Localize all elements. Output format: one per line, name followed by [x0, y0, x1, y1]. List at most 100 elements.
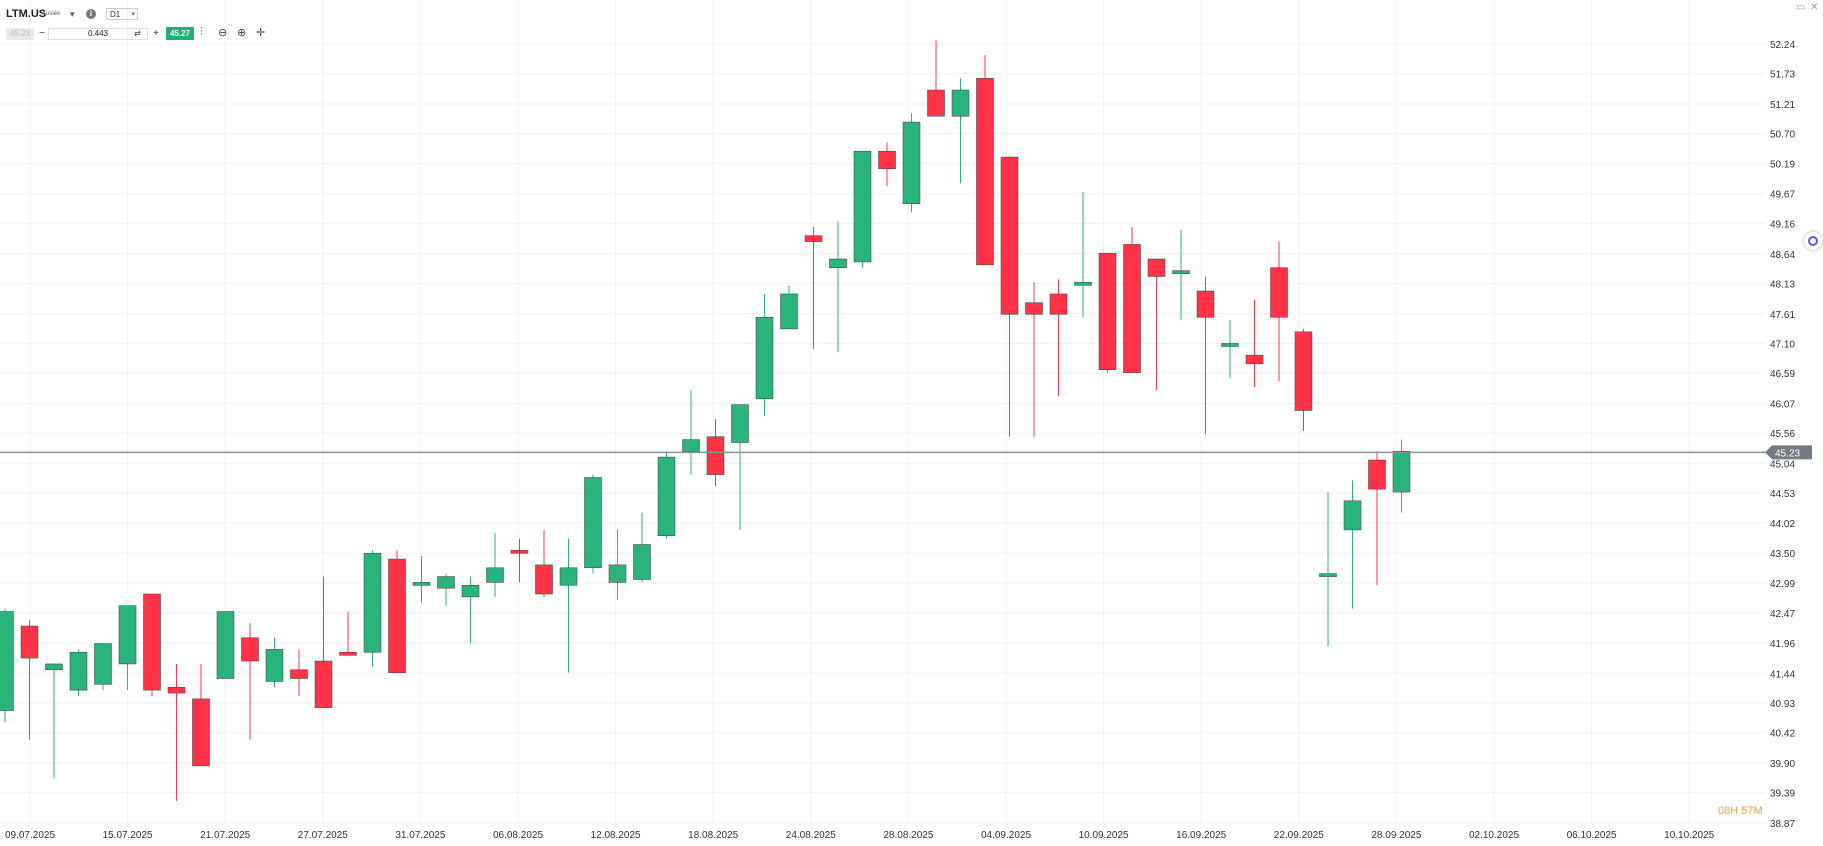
- candle: [314, 576, 333, 708]
- x-tick-label: 21.07.2025: [200, 830, 250, 841]
- side-panel-button[interactable]: [1804, 232, 1822, 250]
- y-tick-label: 50.70: [1770, 130, 1795, 141]
- candle: [1294, 328, 1313, 431]
- candle: [1098, 252, 1117, 373]
- candle-body: [69, 652, 88, 691]
- candle-body: [535, 564, 553, 595]
- candle-body: [143, 593, 161, 691]
- candles-icon[interactable]: ⫶: [200, 26, 203, 38]
- candle: [657, 451, 676, 539]
- crosshair-icon[interactable]: ✛: [256, 27, 266, 39]
- info-icon[interactable]: i: [86, 9, 96, 19]
- candle: [1270, 241, 1288, 382]
- candle-body: [461, 585, 480, 598]
- y-tick-label: 48.13: [1770, 279, 1795, 290]
- y-tick-label: 47.61: [1770, 310, 1795, 321]
- y-tick-label: 46.07: [1770, 399, 1795, 410]
- current-price-label: 45.23: [1775, 448, 1800, 459]
- candle: [265, 637, 284, 688]
- candle: [829, 221, 847, 353]
- x-tick-label: 04.09.2025: [981, 830, 1031, 841]
- candle-body: [853, 150, 872, 263]
- candle: [682, 390, 700, 475]
- y-tick-label: 52.24: [1770, 40, 1795, 51]
- candle-body: [486, 567, 504, 583]
- sell-button[interactable]: 45.23: [6, 28, 34, 40]
- candle-body: [927, 89, 945, 117]
- candle-body: [1098, 252, 1117, 370]
- candle-body: [633, 544, 651, 580]
- y-tick-label: 51.73: [1770, 70, 1795, 81]
- candle: [20, 620, 39, 740]
- current-price-marker: 45.23: [0, 445, 1812, 460]
- buy-button[interactable]: 45.27: [166, 27, 194, 40]
- candle: [559, 538, 578, 673]
- candle-body: [1000, 156, 1019, 315]
- candle: [363, 550, 382, 667]
- candle: [878, 142, 896, 187]
- timeframe-value: D1: [110, 10, 121, 19]
- close-icon[interactable]: ✕: [1810, 2, 1819, 13]
- zoom-in-icon[interactable]: ⊕: [237, 27, 247, 39]
- timeframe-select[interactable]: D1 ▾: [106, 8, 138, 20]
- candle-body: [1319, 573, 1337, 577]
- chevron-down-icon[interactable]: ▾: [70, 9, 75, 19]
- chevron-down-icon: ▾: [131, 11, 135, 18]
- candle: [780, 285, 798, 330]
- candle-timer: 08H 57M: [1718, 805, 1763, 817]
- candle-body: [584, 477, 602, 569]
- candle-body: [167, 686, 186, 694]
- candle: [437, 573, 455, 606]
- candle-body: [976, 78, 994, 266]
- x-tick-label: 06.08.2025: [493, 830, 543, 841]
- candle: [216, 611, 235, 679]
- candle: [486, 532, 504, 597]
- symbol-label[interactable]: LTM.US: [6, 8, 47, 20]
- price-axis: 52.24 51.73 51.21 50.70 50.19 49.67 49.16 48.64…: [1770, 40, 1795, 830]
- candle: [510, 538, 529, 583]
- window-restore-icon[interactable]: ▭: [1796, 2, 1806, 13]
- volume-increase-button[interactable]: +: [153, 28, 159, 39]
- candle-body: [706, 436, 725, 475]
- zoom-out-icon[interactable]: ⊖: [218, 27, 228, 39]
- candle-body: [1245, 354, 1264, 365]
- candle: [1319, 492, 1337, 647]
- candle-body: [1392, 451, 1411, 493]
- x-tick-label: 09.07.2025: [5, 830, 55, 841]
- y-tick-label: 40.93: [1770, 699, 1795, 710]
- current-price-tag: [1765, 445, 1812, 460]
- y-tick-label: 46.59: [1770, 369, 1795, 380]
- candle: [1196, 276, 1215, 434]
- x-tick-label: 12.08.2025: [591, 830, 641, 841]
- y-tick-label: 50.19: [1770, 159, 1795, 170]
- candle-body: [216, 611, 235, 679]
- candle-body: [437, 576, 455, 589]
- y-tick-label: 39.39: [1770, 789, 1795, 800]
- volume-input[interactable]: 0.443: [48, 28, 148, 40]
- candle-body: [755, 317, 774, 400]
- grid-lines: [0, 0, 1765, 824]
- candle-body: [1049, 293, 1068, 315]
- candle-body: [412, 582, 431, 586]
- candle: [0, 608, 14, 723]
- candle-body: [902, 121, 921, 204]
- y-tick-label: 44.02: [1770, 519, 1795, 530]
- candle: [1343, 480, 1362, 609]
- y-tick-label: 45.56: [1770, 429, 1795, 440]
- candle: [755, 293, 774, 417]
- candle-body: [265, 649, 284, 682]
- swap-icon[interactable]: ⇄: [134, 29, 141, 38]
- date-axis: 09.07.2025 15.07.2025 21.07.2025 27.07.2025…: [5, 830, 1715, 841]
- candle-body: [829, 258, 847, 268]
- candle-body: [1221, 343, 1239, 347]
- candle-body: [1074, 282, 1092, 286]
- y-tick-label: 40.42: [1770, 729, 1795, 740]
- y-tick-label: 51.21: [1770, 100, 1795, 111]
- x-tick-label: 27.07.2025: [298, 830, 348, 841]
- y-tick-label: 41.96: [1770, 639, 1795, 650]
- volume-decrease-button[interactable]: −: [39, 28, 45, 39]
- candle-body: [1196, 290, 1215, 318]
- candle-body: [1270, 267, 1288, 318]
- candle: [951, 78, 970, 184]
